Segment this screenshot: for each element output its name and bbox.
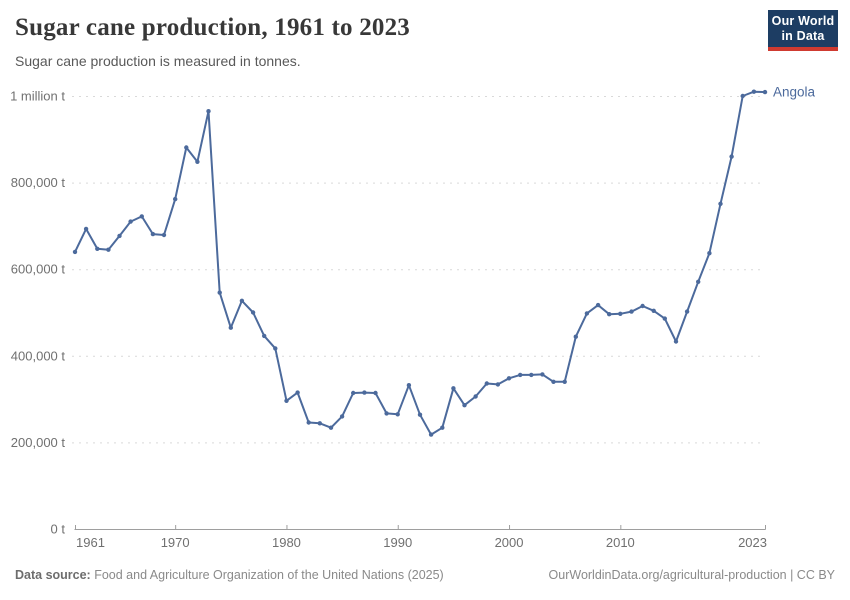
data-point-marker [384, 411, 389, 416]
data-point-marker [651, 308, 656, 313]
chart-footer: Data source: Food and Agriculture Organi… [15, 568, 835, 582]
data-point-marker [629, 309, 634, 314]
data-point-marker [262, 333, 267, 339]
data-point-marker [484, 381, 489, 386]
data-point-marker [640, 303, 645, 309]
y-axis-tick-label: 200,000 t [11, 435, 66, 450]
data-point-marker [462, 403, 467, 408]
data-point-marker [72, 249, 78, 255]
data-point-marker [328, 425, 334, 430]
data-point-marker [150, 231, 156, 237]
data-point-marker [273, 346, 278, 351]
data-point-marker [106, 247, 111, 252]
x-axis-tick-label: 2000 [495, 535, 524, 550]
data-point-marker [250, 310, 256, 315]
data-point-marker [740, 93, 745, 99]
data-point-marker [339, 414, 345, 419]
data-point-marker [451, 386, 456, 391]
data-point-marker [707, 251, 712, 256]
data-point-marker [762, 89, 768, 95]
data-point-marker [506, 376, 512, 381]
data-point-marker [718, 201, 723, 206]
data-point-marker [662, 316, 667, 321]
entity-label-angola[interactable]: Angola [773, 85, 816, 100]
y-axis-tick-label: 600,000 t [11, 262, 66, 277]
y-axis-tick-label: 400,000 t [11, 348, 66, 363]
angola-series-line [74, 90, 766, 436]
data-point-marker [228, 325, 233, 330]
data-point-marker [206, 109, 211, 114]
data-point-marker [417, 412, 423, 417]
data-source-text: Food and Agriculture Organization of the… [90, 568, 444, 582]
data-point-marker [184, 145, 189, 150]
credit-link[interactable]: OurWorldinData.org/agricultural-producti… [548, 568, 835, 582]
chart-subtitle: Sugar cane production is measured in ton… [15, 53, 301, 69]
x-axis-tick-label: 1970 [161, 535, 190, 550]
data-point-marker [518, 372, 523, 378]
data-point-marker [618, 311, 623, 316]
data-point-marker [551, 379, 556, 384]
data-point-marker [440, 425, 445, 430]
owid-logo[interactable]: Our World in Data [768, 10, 838, 51]
data-point-marker [584, 311, 590, 316]
data-point-marker [428, 432, 434, 437]
data-point-marker [362, 390, 367, 395]
data-point-marker [306, 420, 311, 425]
data-point-marker [673, 339, 679, 344]
data-point-marker [173, 196, 178, 202]
data-point-marker [351, 390, 356, 396]
data-point-marker [295, 390, 300, 395]
data-point-marker [195, 159, 200, 164]
x-axis-tick-label: 1961 [76, 535, 105, 550]
data-source-note: Data source: Food and Agriculture Organi… [15, 568, 444, 582]
data-point-marker [729, 154, 734, 159]
data-point-marker [217, 290, 222, 295]
data-point-marker [239, 298, 245, 303]
data-point-marker [473, 394, 478, 399]
data-point-marker [317, 421, 322, 426]
data-point-marker [573, 334, 578, 339]
logo-line-1: Our World [771, 13, 835, 28]
data-point-marker [607, 312, 612, 317]
data-point-marker [95, 246, 100, 251]
y-axis-tick-label: 0 t [51, 522, 66, 537]
data-point-marker [284, 398, 289, 403]
logo-line-2: in Data [781, 28, 825, 43]
data-point-marker [495, 382, 501, 387]
x-axis-tick-label: 2010 [606, 535, 635, 550]
data-source-label: Data source: [15, 568, 91, 582]
data-point-marker [128, 219, 133, 224]
data-point-marker [540, 372, 545, 377]
chart-title: Sugar cane production, 1961 to 2023 [15, 14, 411, 41]
data-point-marker [595, 302, 601, 308]
y-axis-tick-label: 1 million t [10, 89, 65, 104]
data-point-marker [529, 372, 534, 378]
data-point-marker [395, 412, 400, 417]
data-point-marker [373, 390, 378, 396]
x-axis-tick-label: 1990 [383, 535, 412, 550]
data-point-marker [83, 226, 89, 232]
data-point-marker [696, 279, 701, 284]
data-point-marker [139, 214, 144, 219]
data-point-marker [161, 232, 167, 238]
y-axis-tick-label: 800,000 t [11, 175, 66, 190]
data-point-marker [562, 379, 567, 384]
data-point-marker [117, 233, 122, 239]
data-point-marker [684, 309, 690, 314]
data-point-marker [751, 89, 757, 94]
x-axis-tick-label: 2023 [738, 535, 767, 550]
x-axis-tick-label: 1980 [272, 535, 301, 550]
data-point-marker [406, 383, 412, 388]
